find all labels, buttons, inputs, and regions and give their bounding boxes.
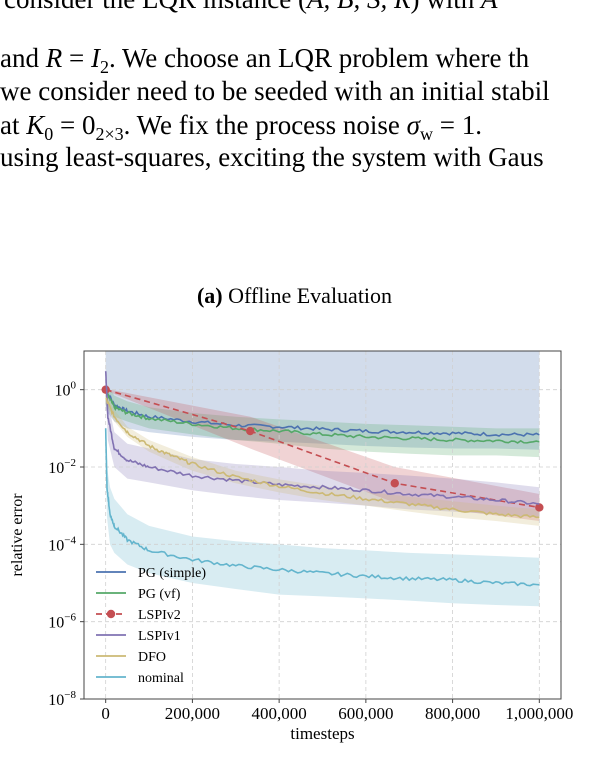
legend-label: DFO: [138, 650, 166, 665]
math-text: I: [90, 43, 100, 73]
legend: PG (simple) PG (vf) LSPIv2 LSPIv1 DFO nominal: [96, 566, 206, 686]
y-tick-label: 100: [55, 380, 77, 400]
math-subscript: 0: [44, 124, 54, 144]
marker-lspiv2: [535, 503, 544, 512]
body-line-5: using least-squares, exciting the system…: [0, 142, 544, 172]
body-text: and: [0, 43, 46, 73]
body-text: . We choose an LQR problem where th: [108, 43, 530, 73]
body-text: . We fix the process noise: [123, 110, 407, 140]
band-pg-vf-: [105, 382, 540, 458]
legend-label: PG (simple): [138, 566, 206, 581]
math-subscript: 2×3: [95, 124, 124, 144]
plot-frame: [83, 350, 562, 700]
body-text: = 0: [53, 110, 96, 140]
math-text: σ: [406, 110, 420, 140]
x-tick-label: 800,000: [425, 704, 480, 723]
line-pg-vf-: [105, 390, 540, 444]
body-text: We consider the LQR instance (: [0, 0, 307, 14]
body-line-3: we consider need to be seeded with an in…: [0, 76, 550, 106]
x-tick-label: 600,000: [338, 704, 393, 723]
band-pg-simple-: [105, 351, 540, 450]
caption-label: (a): [196, 283, 223, 308]
body-text: using least-squares, exciting the system…: [0, 142, 544, 172]
caption-text: Offline Evaluation: [222, 283, 393, 308]
y-tick-label: 10−4: [48, 534, 76, 554]
line-dfo: [105, 397, 540, 519]
x-tick-label: 200,000: [165, 704, 220, 723]
body-text: at: [0, 110, 27, 140]
legend-marker: [106, 609, 116, 619]
marker-lspiv2: [390, 479, 399, 488]
body-text: =: [62, 43, 91, 73]
y-tick-label: 10−6: [48, 612, 76, 632]
legend-label: PG (vf): [138, 587, 181, 602]
line-lspiv2: [105, 388, 540, 509]
legend-label: nominal: [138, 671, 184, 686]
line-nominal: [104, 428, 540, 587]
body-text: ) with: [410, 0, 481, 14]
math-subscript: w: [420, 124, 433, 144]
y-axis-label: relative error: [9, 493, 26, 577]
legend-label: LSPIv1: [138, 629, 181, 644]
x-tick-label: 1,000,000: [505, 704, 573, 723]
body-line-2: and R = I2. We choose an LQR problem whe…: [0, 43, 529, 82]
x-tick-label: 0: [101, 704, 110, 723]
x-tick-label: 400,000: [252, 704, 307, 723]
y-tick-label: 10−8: [48, 689, 76, 709]
marker-lspiv2: [246, 426, 255, 436]
legend-label: LSPIv2: [138, 608, 181, 623]
band-nominal: [105, 425, 540, 607]
body-line-4: at K0 = 02×3. We fix the process noise σ…: [0, 110, 482, 149]
math-subscript: 2: [99, 57, 109, 77]
math-text: A, B, S, R: [307, 0, 410, 14]
math-text: K: [26, 110, 45, 140]
relative-error-chart: 0 200,000 400,000 600,000 800,000 1,000,000 10…: [9, 350, 573, 743]
x-axis-label: timesteps: [290, 724, 354, 743]
band-lspiv2: [105, 388, 540, 522]
series-lines: [101, 371, 544, 587]
body-line-1: We consider the LQR instance (A, B, S, R…: [0, 0, 497, 14]
axes: 0 200,000 400,000 600,000 800,000 1,000,000 10…: [9, 350, 573, 743]
y-tick-label: 10−2: [48, 457, 76, 477]
body-text: = 1.: [433, 110, 482, 140]
math-text: R: [45, 43, 63, 73]
body-text: we consider need to be seeded with an in…: [0, 76, 550, 106]
figure-caption: (a) Offline Evaluation: [0, 283, 589, 309]
math-text: A: [481, 0, 498, 14]
marker-lspiv2: [101, 385, 110, 394]
